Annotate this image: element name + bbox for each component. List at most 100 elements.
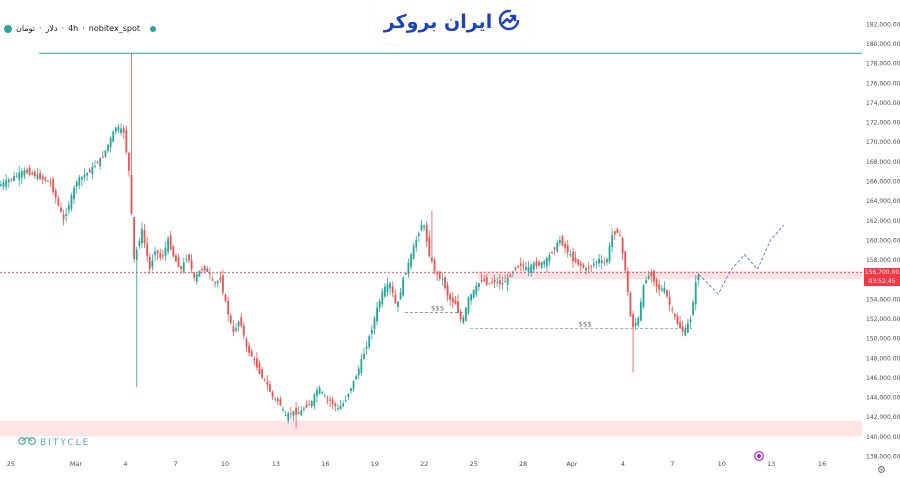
candle-body (449, 294, 452, 301)
candle-body (459, 311, 462, 320)
y-tick-label: 164,000.00 (866, 198, 900, 205)
candle-body (339, 405, 342, 410)
candle-body (15, 175, 18, 177)
candle-body (154, 251, 156, 256)
candle-body (621, 238, 624, 254)
candle-body (498, 280, 501, 285)
candle-body (595, 261, 598, 263)
candle-body (78, 177, 81, 186)
candle-body (18, 172, 21, 180)
candle-body (488, 283, 491, 285)
candle-body (284, 414, 287, 416)
y-tick-label: 176,000.00 (866, 80, 900, 87)
candle-body (616, 228, 619, 233)
candle-body (467, 297, 470, 312)
candle-body (433, 259, 436, 272)
candle-body (146, 243, 149, 257)
candle-body (86, 173, 89, 176)
candle-body (156, 250, 159, 254)
candle-body (428, 236, 431, 257)
candle-body (637, 317, 640, 325)
candle-body (485, 277, 488, 285)
symbol-info-bar[interactable]: تومان · دلار · 4h · nobitex_spot (4, 24, 156, 33)
x-tick-label: 13 (767, 460, 775, 468)
settings-gear-icon[interactable] (877, 459, 886, 478)
candle-body (141, 228, 143, 244)
currency-label: تومان (16, 24, 35, 33)
candle-body (13, 176, 15, 181)
candle-body (590, 265, 593, 267)
candle-body (94, 165, 96, 167)
candle-body (172, 246, 175, 257)
candle-body (36, 174, 39, 179)
x-tick-label: 25 (470, 460, 478, 468)
candle-body (279, 399, 282, 406)
watermark-text: BITYCLE (40, 437, 91, 448)
candle-body (120, 128, 122, 133)
candle-body (185, 259, 188, 261)
x-tick-label: 4 (621, 460, 625, 468)
candle-body (31, 172, 34, 175)
candle-body (579, 262, 582, 266)
support-zone (0, 420, 862, 437)
y-tick-label: 142,000.00 (866, 414, 900, 421)
candle-body (292, 411, 295, 416)
candle-body (242, 325, 245, 336)
candle-body (506, 277, 509, 285)
candle-body (313, 394, 316, 406)
y-tick-label: 150,000.00 (866, 336, 900, 343)
candle-body (441, 278, 444, 280)
candle-body (222, 275, 224, 293)
candle-body (342, 403, 345, 407)
candle-body (525, 266, 527, 271)
candle-body (159, 253, 162, 258)
candle-body (673, 313, 676, 317)
y-tick-label: 182,000.00 (866, 21, 900, 28)
candle-body (598, 258, 601, 264)
candle-body (26, 169, 28, 173)
x-tick-label: 10 (221, 460, 229, 468)
candle-body (47, 180, 49, 182)
candle-body (645, 279, 648, 283)
candle-body (663, 287, 666, 293)
candle-body (28, 167, 31, 175)
candle-body (180, 266, 183, 269)
candle-body (532, 263, 535, 270)
brand-name: ایران بروکر (383, 11, 493, 33)
candle-body (80, 176, 83, 180)
candle-body (603, 262, 606, 264)
candle-body (689, 319, 692, 323)
candle-body (545, 257, 548, 266)
candle-body (201, 269, 203, 271)
target-icon[interactable] (754, 446, 764, 465)
x-tick-label: 19 (371, 460, 379, 468)
candle-body (391, 286, 394, 294)
candle-body (237, 321, 240, 327)
timeframe-label[interactable]: 4h (68, 24, 79, 33)
candle-body (639, 301, 642, 321)
candle-body (655, 278, 658, 287)
candle-body (109, 137, 112, 148)
candle-body (54, 190, 57, 198)
candle-body (370, 329, 373, 334)
candle-body (522, 264, 525, 267)
candle-body (334, 403, 337, 406)
candle-body (99, 157, 102, 167)
candle-body (577, 259, 580, 265)
candle-body (318, 387, 321, 394)
x-tick-label: 7 (670, 460, 674, 468)
candle-body (431, 257, 433, 262)
y-tick-label: 178,000.00 (866, 61, 900, 68)
candle-body (287, 413, 290, 421)
candle-body (383, 286, 386, 297)
y-tick-label: 180,000.00 (866, 41, 900, 48)
candle-body (629, 293, 632, 317)
candle-body (394, 294, 397, 304)
candle-body (692, 302, 695, 316)
coin-logo-icon (4, 24, 12, 33)
candle-body (0, 184, 2, 186)
candle-body (373, 318, 376, 330)
x-tick-label: 28 (519, 460, 527, 468)
